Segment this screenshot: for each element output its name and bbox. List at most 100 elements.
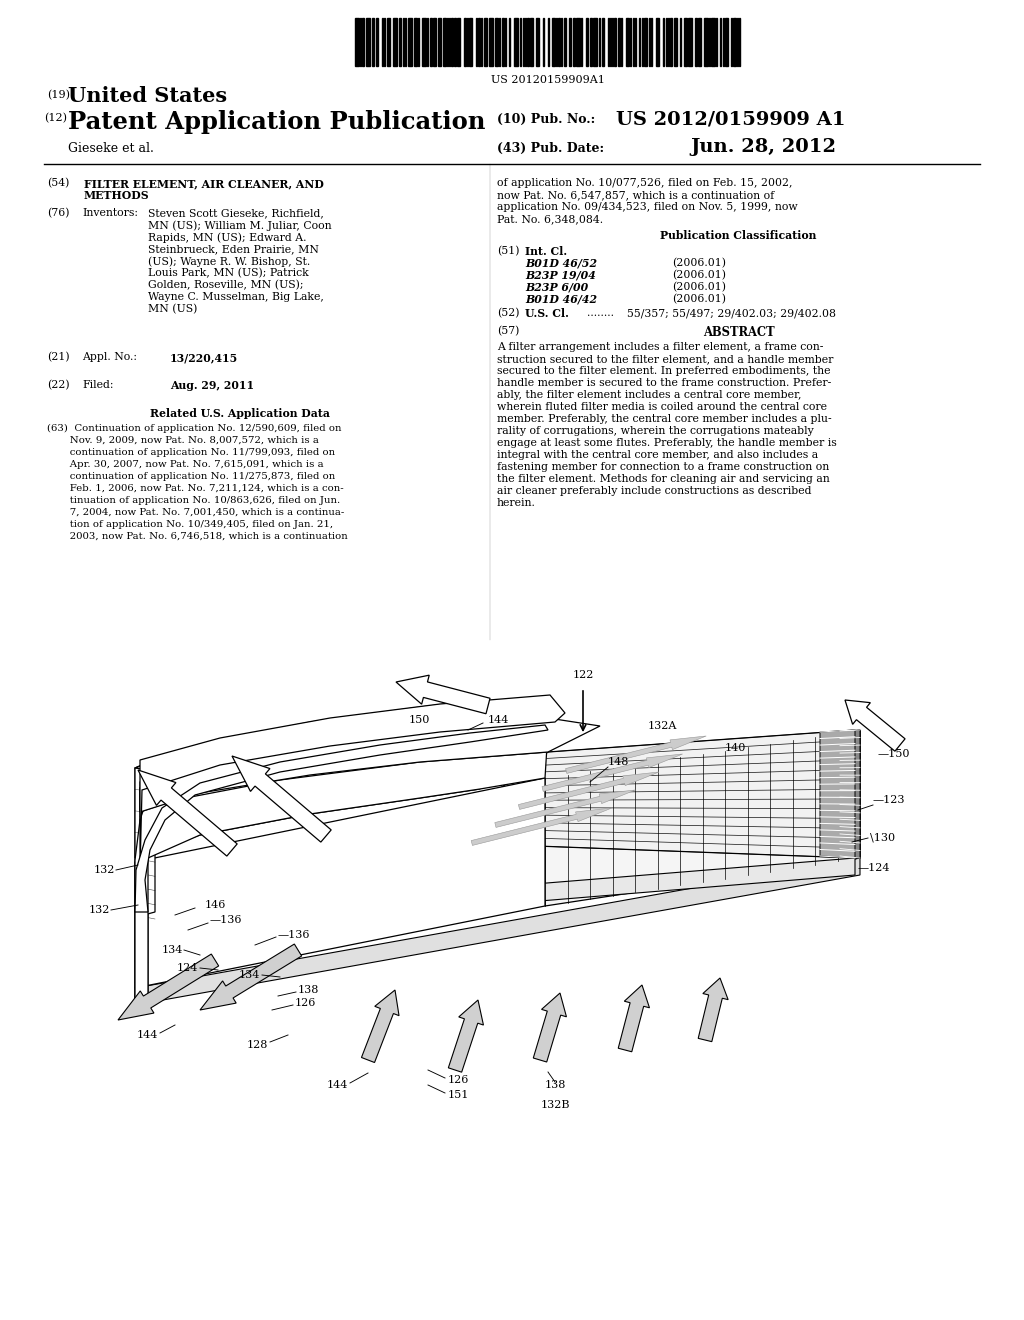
Polygon shape xyxy=(396,675,490,714)
Bar xyxy=(451,18,453,66)
Text: 2003, now Pat. No. 6,746,518, which is a continuation: 2003, now Pat. No. 6,746,518, which is a… xyxy=(47,532,348,541)
Text: Steinbrueck, Eden Prairie, MN: Steinbrueck, Eden Prairie, MN xyxy=(148,244,318,253)
Bar xyxy=(50,660,1010,1309)
Text: —136: —136 xyxy=(278,931,310,940)
Text: —123: —123 xyxy=(873,795,905,805)
Bar xyxy=(695,18,697,66)
Polygon shape xyxy=(135,777,545,987)
Text: (2006.01): (2006.01) xyxy=(672,257,726,268)
Bar xyxy=(414,18,417,66)
Polygon shape xyxy=(135,858,860,1005)
Text: 132: 132 xyxy=(93,865,115,875)
Bar xyxy=(593,18,597,66)
Text: 13/220,415: 13/220,415 xyxy=(170,352,239,363)
Bar xyxy=(408,18,412,66)
Polygon shape xyxy=(232,756,331,842)
Text: (2006.01): (2006.01) xyxy=(672,282,726,292)
Text: (10) Pub. No.:: (10) Pub. No.: xyxy=(497,114,595,125)
Bar xyxy=(656,18,659,66)
Text: 126: 126 xyxy=(295,998,316,1008)
Bar xyxy=(575,18,580,66)
Text: (43) Pub. Date:: (43) Pub. Date: xyxy=(497,143,604,154)
Bar xyxy=(602,18,604,66)
Text: Apr. 30, 2007, now Pat. No. 7,615,091, which is a: Apr. 30, 2007, now Pat. No. 7,615,091, w… xyxy=(47,459,324,469)
Bar xyxy=(355,18,359,66)
Bar xyxy=(618,18,620,66)
Polygon shape xyxy=(565,737,707,774)
Bar xyxy=(705,18,708,66)
Text: herein.: herein. xyxy=(497,498,536,508)
Text: 148: 148 xyxy=(608,756,630,767)
Bar xyxy=(688,18,692,66)
Bar xyxy=(569,18,571,66)
Text: Louis Park, MN (US); Patrick: Louis Park, MN (US); Patrick xyxy=(148,268,309,279)
Text: of application No. 10/077,526, filed on Feb. 15, 2002,: of application No. 10/077,526, filed on … xyxy=(497,178,793,187)
Text: Nov. 9, 2009, now Pat. No. 8,007,572, which is a: Nov. 9, 2009, now Pat. No. 8,007,572, wh… xyxy=(47,436,318,445)
Text: Patent Application Publication: Patent Application Publication xyxy=(68,110,485,135)
Polygon shape xyxy=(200,944,302,1010)
Polygon shape xyxy=(135,700,548,1010)
Bar xyxy=(573,18,575,66)
Text: 128: 128 xyxy=(247,1040,268,1049)
Text: (57): (57) xyxy=(497,326,519,337)
Text: 144: 144 xyxy=(488,715,509,725)
Bar xyxy=(725,18,728,66)
Text: Related U.S. Application Data: Related U.S. Application Data xyxy=(151,408,330,418)
Polygon shape xyxy=(135,762,148,1010)
Text: MN (US): MN (US) xyxy=(148,304,198,314)
Polygon shape xyxy=(138,770,238,857)
Bar xyxy=(489,18,493,66)
Bar xyxy=(733,18,736,66)
Text: (51): (51) xyxy=(497,246,519,256)
Text: B01D 46/42: B01D 46/42 xyxy=(525,294,597,305)
Text: (2006.01): (2006.01) xyxy=(672,271,726,280)
Text: air cleaner preferably include constructions as described: air cleaner preferably include construct… xyxy=(497,486,811,496)
Text: application No. 09/434,523, filed on Nov. 5, 1999, now: application No. 09/434,523, filed on Nov… xyxy=(497,202,798,213)
Polygon shape xyxy=(361,990,399,1063)
Text: (12): (12) xyxy=(44,114,67,123)
Bar xyxy=(514,18,518,66)
Bar xyxy=(457,18,460,66)
Polygon shape xyxy=(135,704,480,858)
Text: (54): (54) xyxy=(47,178,70,189)
Text: —136: —136 xyxy=(210,915,243,925)
Bar xyxy=(376,18,378,66)
Text: continuation of application No. 11/275,873, filed on: continuation of application No. 11/275,8… xyxy=(47,473,335,480)
Text: tion of application No. 10/349,405, filed on Jan. 21,: tion of application No. 10/349,405, file… xyxy=(47,520,333,529)
Bar xyxy=(590,18,592,66)
Text: (22): (22) xyxy=(47,380,70,391)
Text: fastening member for connection to a frame construction on: fastening member for connection to a fra… xyxy=(497,462,829,473)
Text: engage at least some flutes. Preferably, the handle member is: engage at least some flutes. Preferably,… xyxy=(497,438,837,447)
Polygon shape xyxy=(140,858,855,935)
Bar xyxy=(469,18,472,66)
Text: 134: 134 xyxy=(239,970,260,979)
Text: B23P 19/04: B23P 19/04 xyxy=(525,271,596,281)
Bar xyxy=(464,18,466,66)
Text: B01D 46/52: B01D 46/52 xyxy=(525,257,597,269)
Polygon shape xyxy=(840,730,860,858)
Text: 144: 144 xyxy=(136,1030,158,1040)
Text: (US); Wayne R. W. Bishop, St.: (US); Wayne R. W. Bishop, St. xyxy=(148,256,310,267)
Polygon shape xyxy=(140,718,600,812)
Text: (76): (76) xyxy=(47,209,70,218)
Text: Gieseke et al.: Gieseke et al. xyxy=(68,143,154,154)
Text: Pat. No. 6,348,084.: Pat. No. 6,348,084. xyxy=(497,214,603,224)
Text: 151: 151 xyxy=(449,1090,469,1100)
Text: ........: ........ xyxy=(587,308,614,318)
Text: U.S. Cl.: U.S. Cl. xyxy=(525,308,569,319)
Text: Golden, Roseville, MN (US);: Golden, Roseville, MN (US); xyxy=(148,280,303,290)
Text: US 20120159909A1: US 20120159909A1 xyxy=(490,75,604,84)
Bar xyxy=(387,18,390,66)
Bar xyxy=(55,657,1010,1309)
Text: —124: —124 xyxy=(858,863,891,873)
Text: Feb. 1, 2006, now Pat. No. 7,211,124, which is a con-: Feb. 1, 2006, now Pat. No. 7,211,124, wh… xyxy=(47,484,344,492)
Text: ably, the filter element includes a central core member,: ably, the filter element includes a cent… xyxy=(497,389,802,400)
Text: the filter element. Methods for cleaning air and servicing an: the filter element. Methods for cleaning… xyxy=(497,474,829,484)
Polygon shape xyxy=(518,772,659,809)
Polygon shape xyxy=(471,808,611,845)
Polygon shape xyxy=(698,978,728,1041)
Text: handle member is secured to the frame construction. Prefer-: handle member is secured to the frame co… xyxy=(497,378,831,388)
Polygon shape xyxy=(534,993,566,1063)
Text: METHODS: METHODS xyxy=(84,190,150,201)
Text: 146: 146 xyxy=(205,900,226,909)
